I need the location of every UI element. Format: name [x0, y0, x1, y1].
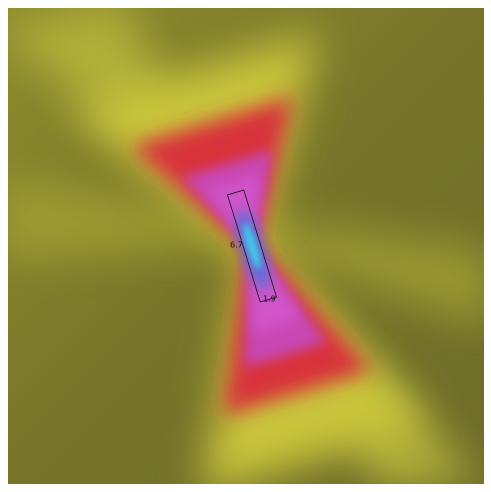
width-label: 1.9	[263, 295, 276, 304]
length-label: 6.7	[230, 241, 243, 250]
